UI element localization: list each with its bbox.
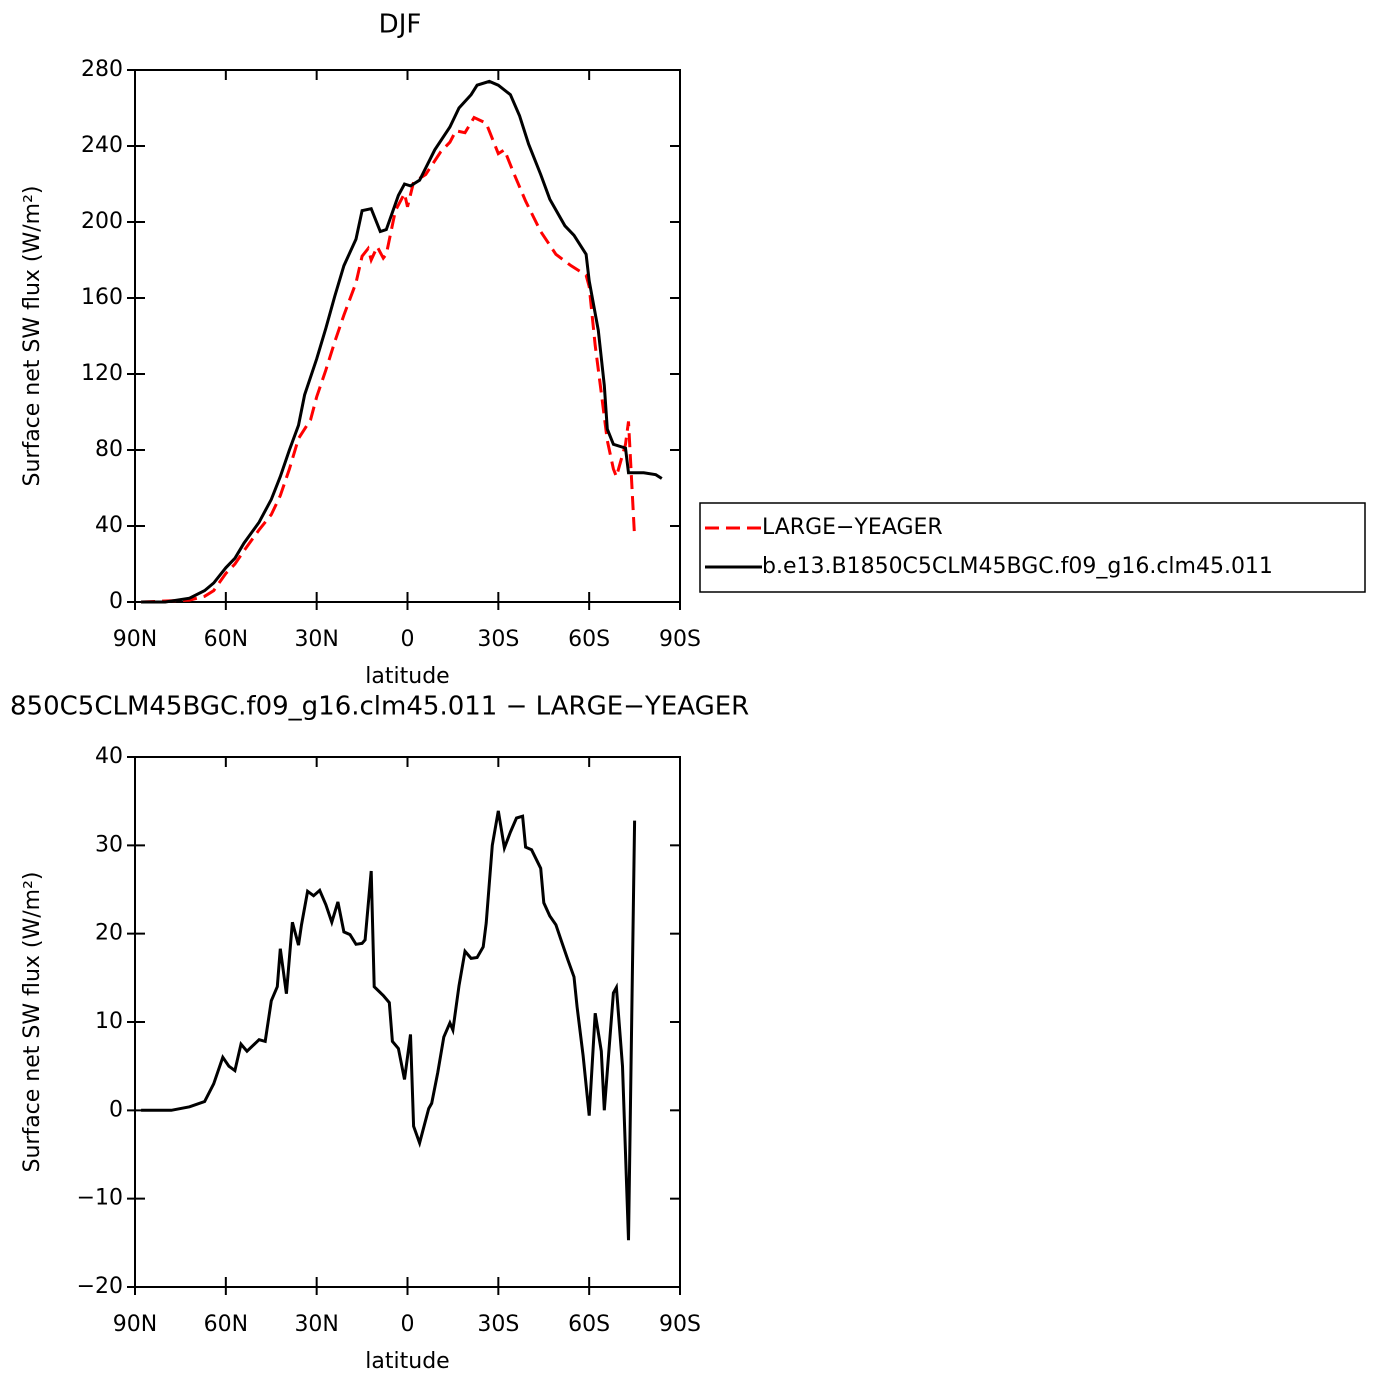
chart-title: DJF: [379, 10, 422, 40]
legend-box: [699, 502, 1366, 593]
data-line: [141, 79, 663, 604]
y-tick-label: −10: [77, 1186, 123, 1211]
x-tick-label: 60N: [204, 1312, 248, 1337]
y-tick-label: 240: [81, 133, 123, 158]
legend-label: b.e13.B1850C5CLM45BGC.f09_g16.clm45.011: [762, 554, 1273, 579]
y-tick-label: 160: [81, 285, 123, 310]
x-tick-label: 30N: [294, 1312, 338, 1337]
y-tick-label: 40: [95, 513, 123, 538]
x-tick-label: 90N: [113, 627, 157, 652]
y-tick-label: 120: [81, 361, 123, 386]
plot-frame: [134, 756, 681, 1288]
y-axis-label: Surface net SW flux (W/m²): [20, 871, 45, 1172]
x-tick-label: 30S: [477, 1312, 519, 1337]
y-tick-label: −20: [77, 1274, 123, 1299]
y-tick-label: 30: [95, 832, 123, 857]
x-axis-label: latitude: [365, 1349, 449, 1374]
x-axis-label: latitude: [365, 664, 449, 689]
y-tick-label: 20: [95, 921, 123, 946]
y-tick-label: 80: [95, 437, 123, 462]
legend-label: LARGE−YEAGER: [762, 515, 943, 540]
x-tick-label: 0: [401, 627, 415, 652]
y-tick-label: 0: [109, 589, 123, 614]
x-tick-label: 90S: [659, 1312, 701, 1337]
x-tick-label: 60S: [568, 1312, 610, 1337]
x-tick-label: 90N: [113, 1312, 157, 1337]
data-line: [141, 115, 637, 604]
y-tick-label: 40: [95, 744, 123, 769]
x-tick-label: 30N: [294, 627, 338, 652]
x-tick-label: 60N: [204, 627, 248, 652]
y-tick-label: 200: [81, 209, 123, 234]
y-tick-label: 280: [81, 57, 123, 82]
y-tick-label: 0: [109, 1097, 123, 1122]
y-tick-label: 10: [95, 1009, 123, 1034]
x-tick-label: 90S: [659, 627, 701, 652]
x-tick-label: 30S: [477, 627, 519, 652]
x-tick-label: 60S: [568, 627, 610, 652]
y-axis-label: Surface net SW flux (W/m²): [20, 185, 45, 486]
data-line: [141, 810, 637, 1241]
x-tick-label: 0: [401, 1312, 415, 1337]
chart-title: 850C5CLM45BGC.f09_g16.clm45.011 − LARGE−…: [10, 692, 749, 722]
